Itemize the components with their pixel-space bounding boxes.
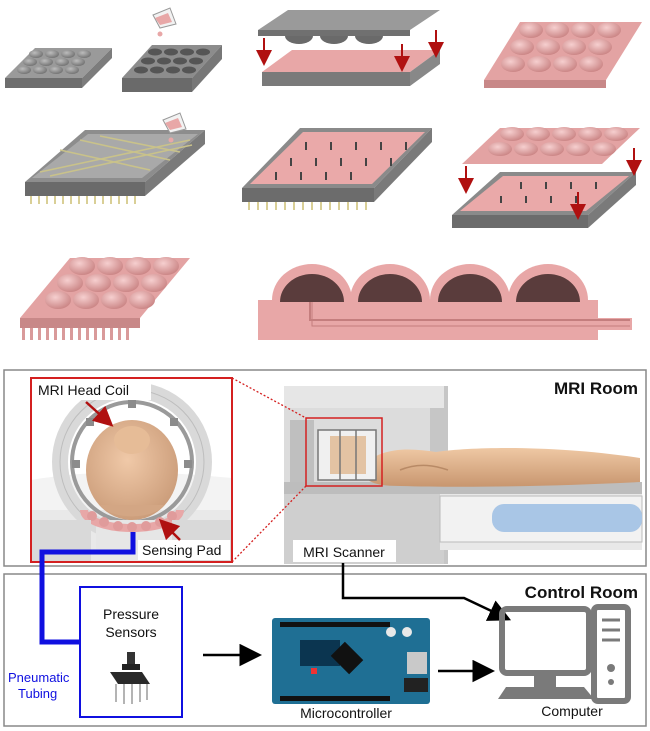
mold-lid <box>258 10 440 44</box>
scanner-label-box <box>293 540 396 562</box>
dome-pad-above-frame <box>452 127 640 228</box>
microcontroller-label: Microcontroller <box>300 705 392 721</box>
pneumatic-tubing-label-line1: Pneumatic <box>8 670 70 685</box>
head-coil-label: MRI Head Coil <box>38 382 129 398</box>
mold-with-cavities <box>122 45 222 92</box>
computer-icon <box>498 604 631 704</box>
computer-label: Computer <box>541 703 603 719</box>
pneumatic-tubing-line <box>39 532 136 645</box>
microcontroller-board <box>272 618 430 704</box>
pink-dome-pad <box>484 22 642 88</box>
pouring-cup-icon <box>152 7 177 37</box>
pouring-cup-icon <box>162 112 187 143</box>
mri-scanner-label: MRI Scanner <box>303 544 385 560</box>
scanner-to-computer-arrow <box>341 563 512 621</box>
pressure-sensors-label-line1: Pressure <box>103 606 159 622</box>
pressure-sensor-chip-icon <box>110 652 150 704</box>
zoom-highlight-box <box>305 417 383 487</box>
sensing-pad-pointer <box>158 518 181 541</box>
pressure-sensors-label-line2: Sensors <box>105 624 156 640</box>
frame-filled-pink <box>242 128 432 210</box>
frame-with-tubes <box>25 130 205 204</box>
pneumatic-tubing-label-line2: Tubing <box>18 686 57 701</box>
sensing-pad-label-box <box>138 540 230 560</box>
patient-body <box>360 448 640 487</box>
control-room-title: Control Room <box>525 583 638 602</box>
mri-scanner <box>284 386 643 564</box>
head-coil-pointer <box>85 401 114 427</box>
mri-room-title: MRI Room <box>554 379 638 398</box>
pad-cross-section <box>258 264 632 340</box>
finished-sensing-pad <box>20 257 190 340</box>
head-coil-label-box <box>33 380 151 400</box>
zoom-guide-line <box>231 485 307 563</box>
mold-with-domes <box>5 48 112 88</box>
sensing-pad-label: Sensing Pad <box>142 542 221 558</box>
head-coil-small <box>317 429 377 481</box>
inset-border <box>30 377 233 563</box>
pink-layer-in-frame <box>262 50 440 86</box>
